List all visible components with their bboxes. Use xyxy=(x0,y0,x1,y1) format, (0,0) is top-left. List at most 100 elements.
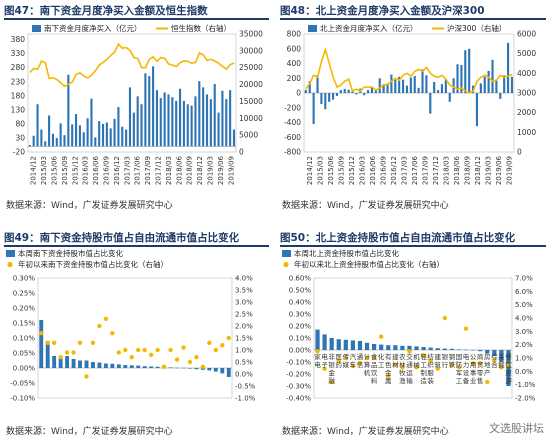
scatter-point xyxy=(194,355,199,360)
bar xyxy=(367,90,370,93)
x-tick-label: 2019/03 xyxy=(207,156,215,185)
x-tick-label: 2017/09 xyxy=(144,156,152,185)
legend-swatch xyxy=(6,250,15,257)
bar xyxy=(510,76,514,93)
y-tick-label: 0.20% xyxy=(289,323,312,331)
x-category-label: 力 xyxy=(463,360,470,369)
scatter-point xyxy=(84,374,89,379)
x-tick-label: 2017/06 xyxy=(134,155,142,185)
x-category-label: 工 xyxy=(420,361,427,369)
y-tick-label: 0.10% xyxy=(289,335,312,343)
bar xyxy=(45,341,50,368)
scatter-point xyxy=(435,366,440,371)
x-category-label: 售 xyxy=(477,376,484,385)
bar xyxy=(209,99,212,147)
bar xyxy=(32,135,35,147)
bar xyxy=(336,339,341,350)
x-category-label: 车 xyxy=(350,360,357,369)
index-line xyxy=(29,42,235,88)
y2-tick-label: 4000 xyxy=(517,69,536,78)
bar xyxy=(499,93,502,99)
bar xyxy=(343,88,346,93)
bar xyxy=(182,100,185,147)
bar xyxy=(36,104,39,147)
scatter-point xyxy=(449,362,455,367)
scatter-point xyxy=(364,355,370,361)
bar xyxy=(123,365,128,368)
watermark: 文选股讲坛 xyxy=(489,422,544,435)
y-tick-label: 0.05% xyxy=(13,350,36,358)
scatter-point xyxy=(174,357,180,362)
y2-tick-label: 2.0% xyxy=(235,323,253,331)
bar xyxy=(507,42,510,93)
bar xyxy=(168,367,173,368)
x-category-label: 材 xyxy=(392,360,399,369)
x-tick-label: 2019/03 xyxy=(484,156,492,185)
bar xyxy=(67,74,70,147)
x-category-label: 机 xyxy=(364,368,371,377)
x-category-label: 防 xyxy=(456,360,463,369)
y-tick-label: 0 xyxy=(296,89,301,98)
bar xyxy=(363,93,366,96)
bar xyxy=(357,341,363,350)
x-category-label: 织 xyxy=(427,360,434,369)
bar xyxy=(163,92,166,147)
x-tick-label: 2019/09 xyxy=(505,156,513,185)
panel-title-50: 图50：北上资金持股市值占自由流通市值占比变化 xyxy=(280,232,516,244)
y2-tick-label: 0.5% xyxy=(235,359,253,367)
bar xyxy=(460,64,463,93)
bar xyxy=(332,93,335,100)
x-category-label: 饮 xyxy=(505,360,512,369)
scatter-point xyxy=(407,349,412,354)
bar xyxy=(78,125,81,147)
scatter-point xyxy=(155,347,160,353)
legend-swatch xyxy=(308,25,317,32)
bar xyxy=(394,79,397,93)
bar xyxy=(63,135,66,147)
x-category-label: 轻 xyxy=(420,352,427,361)
y-tick-label: 80 xyxy=(15,119,25,128)
bar xyxy=(322,334,327,350)
x-tick-label: 2018/03 xyxy=(442,156,450,185)
bar xyxy=(452,78,455,93)
y2-tick-label: 4.0% xyxy=(515,315,533,323)
x-category-label: 林 xyxy=(399,360,406,369)
x-tick-label: 2016/06 xyxy=(92,155,100,185)
scatter-point xyxy=(322,366,327,371)
scatter-point xyxy=(315,349,320,354)
y-tick-label: 0.15% xyxy=(13,320,36,328)
x-tick-label: 2015/06 xyxy=(327,155,335,185)
bar xyxy=(491,59,494,93)
scatter-point xyxy=(506,362,511,367)
x-category-label: 电 xyxy=(314,360,321,369)
x-tick-label: 2016/09 xyxy=(103,156,111,185)
bar xyxy=(429,93,432,114)
y-tick-label: 380 xyxy=(11,35,26,44)
x-category-label: 家 xyxy=(314,352,321,361)
scatter-point xyxy=(110,331,115,336)
y2-tick-label: 5.0% xyxy=(515,301,533,309)
scatter-point xyxy=(77,340,83,345)
bar xyxy=(421,69,424,93)
bar xyxy=(103,363,108,368)
x-category-label: 旅 xyxy=(505,368,512,377)
bar xyxy=(58,357,63,368)
x-tick-label: 2017/03 xyxy=(400,156,408,185)
y2-tick-label: 5000 xyxy=(517,49,536,58)
scatter-point xyxy=(386,374,391,379)
bar xyxy=(109,128,112,147)
bar xyxy=(475,93,479,127)
bar xyxy=(232,129,236,147)
x-category-label: 汽 xyxy=(350,352,357,361)
y2-tick-label: 6.0% xyxy=(515,288,533,296)
scatter-point xyxy=(428,358,433,363)
bar xyxy=(463,349,469,351)
scatter-point xyxy=(336,358,341,363)
bar xyxy=(495,79,498,93)
bar xyxy=(171,97,174,147)
bar xyxy=(470,349,476,351)
legend-label: 恒生指数（右轴） xyxy=(171,23,231,33)
x-category-label: 产 xyxy=(484,368,491,377)
bar xyxy=(52,356,57,368)
x-tick-label: 2014/12 xyxy=(306,156,314,185)
